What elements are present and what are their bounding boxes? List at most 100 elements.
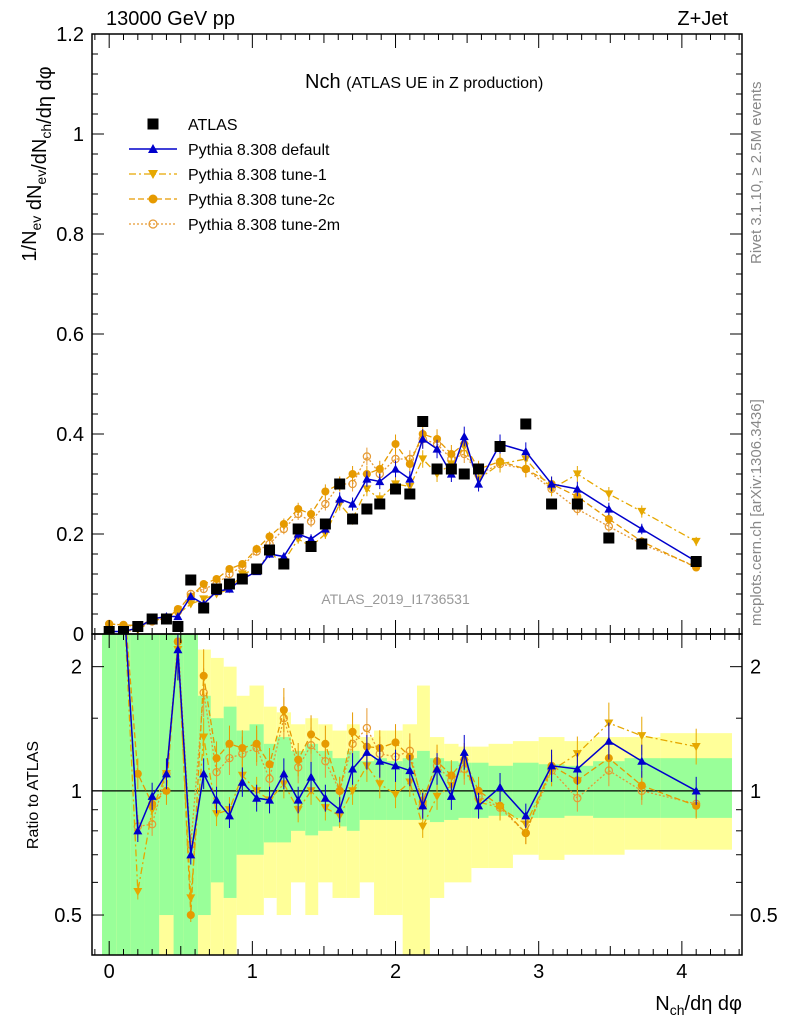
data-point [321,487,330,496]
data-point [547,479,557,488]
data-point [418,455,428,464]
band-inner [223,706,237,898]
ratio-plot-area [124,634,701,923]
data-point [603,532,615,544]
data-point [186,600,196,609]
analysis-label: ATLAS_2019_I1736531 [321,591,470,607]
data-point [404,488,416,500]
data-point [520,418,532,430]
ratio-point [133,769,142,778]
x-tick-label: 1 [247,961,258,983]
ratio-y-tick-label-right: 0.5 [750,905,778,927]
ratio-point [335,786,344,795]
ratio-point [348,787,358,796]
ratio-point [279,705,288,715]
x-tick-label: 3 [533,961,544,983]
data-point [459,432,469,441]
data-point [292,523,304,535]
ratio-point [432,792,442,801]
ratio-point [252,793,262,802]
data-point [375,477,385,486]
y-tick-label: 1.2 [56,24,84,46]
data-point [238,559,247,569]
ratio-point [418,801,428,810]
data-point [251,563,263,575]
data-point [306,534,316,543]
band-inner [173,634,184,955]
ratio-point [237,777,247,786]
data-point [279,552,289,561]
data-point [405,459,414,469]
data-point [494,441,506,452]
data-point [173,612,183,621]
ratio-point [474,801,484,810]
bottom-frame [91,633,743,956]
legend-marker [148,144,158,153]
ratio-point [306,772,316,781]
data-point [521,447,531,456]
data-point [252,544,261,554]
data-point [571,498,583,510]
ratio-point [495,804,505,813]
y-tick-label: 0.4 [56,424,84,446]
ratio-y-tick-label-right: 1 [750,781,761,803]
legend-label: Pythia 8.308 tune-1 [188,167,327,184]
band-inner [374,758,387,820]
data-point [405,474,415,483]
series-0 [103,416,702,634]
ratio-point [691,743,701,752]
legend-label: Pythia 8.308 tune-2c [188,192,335,209]
ratio-point [691,786,701,795]
band-outer [386,730,403,916]
data-point [319,518,331,530]
ratio-point [362,747,372,756]
data-point [212,574,221,584]
y-label-part: ch [38,124,54,139]
ratio-series-0 [125,634,701,865]
data-point [391,439,400,449]
ratio-point [335,805,345,814]
data-point [348,469,357,479]
data-point [417,416,429,427]
ratio-point [637,781,646,790]
data-point [172,621,184,632]
y-label-part: 1/N [19,230,41,261]
ratio-point [238,743,247,753]
legend-label: ATLAS [188,117,238,134]
ratio-point [547,761,557,770]
ratio-point [225,739,234,748]
y-tick-label: 0 [73,624,84,646]
y-tick-label: 0.6 [56,324,84,346]
y-label-part: dN [24,185,46,216]
y-tick-label: 0.8 [56,224,84,246]
ratio-point [186,894,196,903]
ratio-point [637,732,647,741]
band-inner [197,695,211,916]
data-point [521,464,530,474]
band-inner [183,634,198,955]
ratio-point [161,769,171,778]
ratio-y-tick-label: 0.5 [54,905,82,927]
legend-label: Pythia 8.308 tune-2m [188,217,340,234]
ratio-point [147,806,157,815]
ratio-point [692,801,701,810]
legend-marker [148,194,158,204]
ratio-point [320,793,330,802]
data-point [236,573,248,585]
data-point [305,541,317,552]
legend-label: Pythia 8.308 default [188,142,330,159]
data-point [390,483,402,495]
data-point [362,474,372,483]
ratio-point [348,727,357,736]
ratio-y-label: Ratio to ATLAS [25,741,42,849]
ratio-point [294,755,303,764]
data-point [132,621,144,632]
data-point [186,592,196,601]
data-point [348,499,358,508]
data-point [211,583,223,595]
data-point [637,507,647,516]
data-point [265,532,274,541]
data-point [347,513,359,525]
y-tick-label: 0.2 [56,524,84,546]
